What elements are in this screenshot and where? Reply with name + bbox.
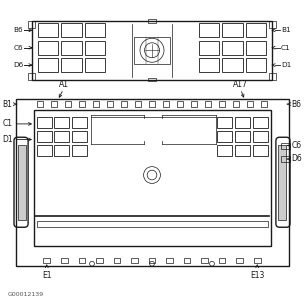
Bar (28, 73, 35, 80)
Text: B1: B1 (281, 27, 291, 33)
Bar (54, 131, 69, 142)
Bar (148, 78, 156, 81)
Bar (219, 101, 225, 107)
Text: E1: E1 (42, 271, 51, 280)
Bar (121, 101, 127, 107)
Bar (96, 258, 103, 262)
Text: D1: D1 (281, 62, 291, 68)
Bar (149, 101, 155, 107)
Bar (72, 117, 87, 128)
Text: C1: C1 (281, 45, 291, 51)
Text: C6: C6 (292, 141, 302, 150)
Bar (38, 23, 58, 37)
Bar (217, 117, 232, 128)
Text: D6: D6 (292, 154, 302, 164)
Bar (107, 101, 113, 107)
Bar (28, 21, 35, 28)
Bar (261, 101, 268, 107)
Bar (235, 145, 250, 156)
Bar (135, 101, 141, 107)
Bar (51, 101, 57, 107)
Bar (85, 23, 105, 37)
Bar (72, 131, 87, 142)
Text: B6: B6 (13, 27, 23, 33)
Bar (177, 101, 183, 107)
Bar (201, 258, 208, 262)
Bar (61, 41, 82, 55)
Bar (199, 41, 219, 55)
Bar (148, 19, 156, 23)
Text: G00012139: G00012139 (8, 292, 44, 297)
Bar (131, 258, 138, 262)
Bar (222, 58, 243, 72)
Bar (85, 58, 105, 72)
Bar (269, 73, 276, 80)
Bar (246, 41, 266, 55)
Bar (16, 99, 288, 266)
Bar (247, 101, 253, 107)
Bar (43, 258, 50, 262)
Text: D6: D6 (13, 62, 23, 68)
Bar (134, 37, 170, 64)
Text: B6: B6 (292, 100, 302, 109)
Bar (191, 101, 197, 107)
Bar (54, 117, 69, 128)
Bar (61, 58, 82, 72)
Text: C1: C1 (2, 119, 12, 128)
Bar (217, 131, 232, 142)
Bar (219, 258, 226, 262)
Bar (36, 145, 51, 156)
Bar (72, 145, 87, 156)
Bar (269, 21, 276, 28)
Bar (163, 101, 169, 107)
Bar (38, 58, 58, 72)
Bar (33, 110, 271, 246)
Text: B1: B1 (3, 100, 12, 109)
Bar (36, 131, 51, 142)
Bar (253, 117, 268, 128)
Bar (199, 23, 219, 37)
Text: E13: E13 (250, 271, 264, 280)
Bar (281, 156, 290, 162)
Bar (36, 220, 268, 226)
Bar (18, 145, 26, 220)
Bar (65, 101, 71, 107)
Bar (78, 258, 85, 262)
Bar (222, 23, 243, 37)
Bar (205, 101, 211, 107)
Bar (85, 41, 105, 55)
Bar (149, 258, 155, 262)
Bar (222, 41, 243, 55)
Bar (235, 117, 250, 128)
Bar (79, 101, 85, 107)
Bar (61, 258, 67, 262)
Bar (253, 145, 268, 156)
Bar (254, 258, 261, 262)
Bar (114, 258, 120, 262)
Bar (237, 258, 243, 262)
Bar (233, 101, 239, 107)
Text: D1: D1 (2, 135, 12, 144)
Bar (217, 145, 232, 156)
Bar (38, 41, 58, 55)
Bar (36, 101, 43, 107)
Text: A17: A17 (233, 80, 248, 89)
Bar (54, 145, 69, 156)
Bar (61, 23, 82, 37)
Bar (281, 142, 290, 148)
Text: A1: A1 (58, 80, 68, 89)
Bar (93, 101, 99, 107)
Bar (246, 23, 266, 37)
Bar (246, 58, 266, 72)
Bar (253, 131, 268, 142)
Bar (278, 145, 286, 220)
Bar (36, 117, 51, 128)
Bar (166, 258, 173, 262)
Bar (199, 58, 219, 72)
Bar (32, 21, 272, 80)
Bar (184, 258, 190, 262)
Text: C6: C6 (13, 45, 23, 51)
Bar (235, 131, 250, 142)
